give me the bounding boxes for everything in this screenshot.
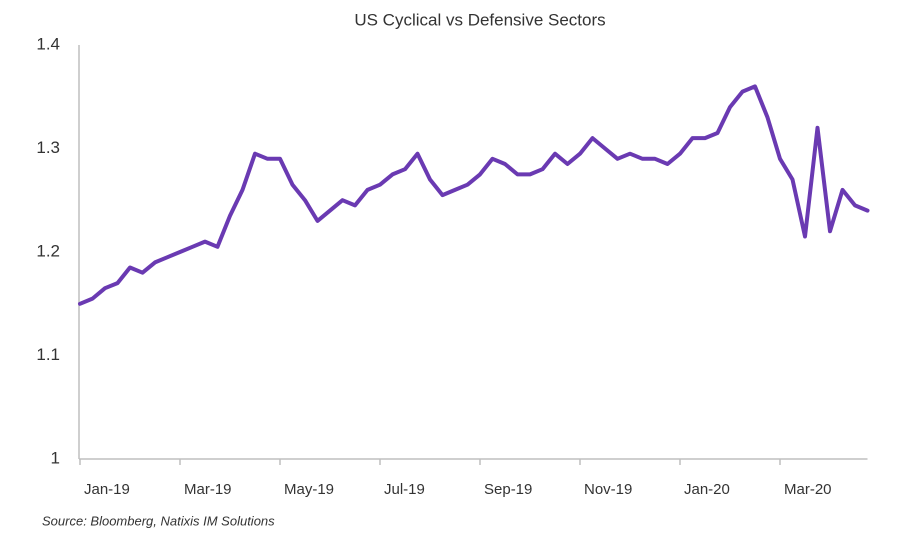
data-line — [78, 84, 870, 306]
x-tick-label: Nov-19 — [584, 481, 632, 498]
source-note: Source: Bloomberg, Natixis IM Solutions — [42, 513, 275, 528]
x-tick-label: Jul-19 — [384, 481, 425, 498]
x-tick-label: May-19 — [284, 481, 334, 498]
chart-title: US Cyclical vs Defensive Sectors — [354, 10, 605, 29]
x-tick-label: Sep-19 — [484, 481, 532, 498]
x-tick-label: Jan-20 — [684, 481, 730, 498]
y-tick-label: 1.4 — [36, 34, 60, 53]
x-tick-label: Mar-20 — [784, 481, 832, 498]
x-tick-label: Mar-19 — [184, 481, 232, 498]
y-tick-label: 1.2 — [36, 241, 60, 260]
y-tick-label: 1.1 — [36, 345, 60, 364]
y-tick-label: 1.3 — [36, 138, 60, 157]
y-tick-label: 1 — [51, 448, 60, 467]
x-tick-label: Jan-19 — [84, 481, 130, 498]
